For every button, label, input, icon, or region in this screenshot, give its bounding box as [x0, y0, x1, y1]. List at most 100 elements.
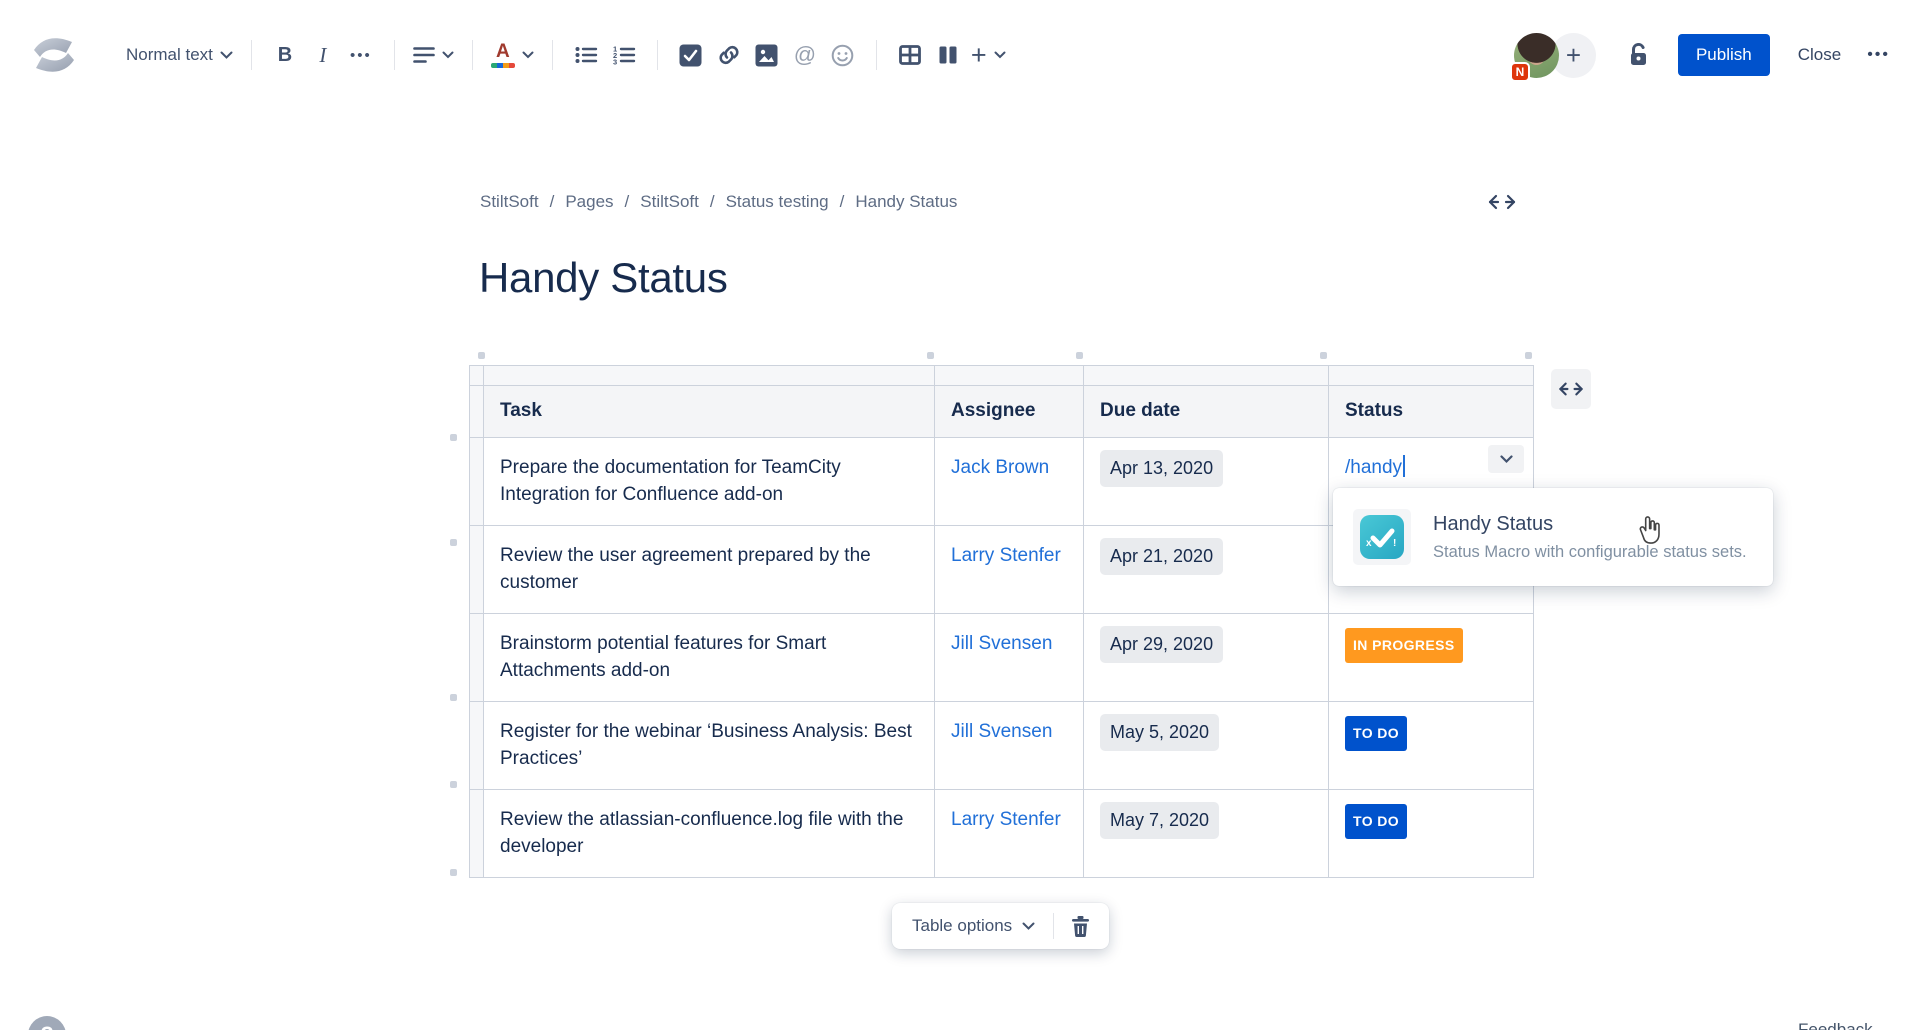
text-color-button[interactable]: A: [487, 35, 538, 75]
row-handle[interactable]: [450, 694, 457, 701]
confluence-logo-icon: [30, 32, 78, 78]
toolbar-divider: [875, 40, 877, 70]
date-pill[interactable]: Apr 21, 2020: [1100, 538, 1224, 575]
link-button[interactable]: [710, 35, 748, 75]
row-gutter[interactable]: [469, 385, 484, 438]
macro-subtitle: Status Macro with configurable status se…: [1433, 542, 1747, 561]
bold-button[interactable]: B: [266, 35, 304, 75]
chevron-down-icon: [994, 51, 1006, 59]
user-mention-link[interactable]: Jill Svensen: [951, 721, 1053, 742]
row-gutter[interactable]: [469, 613, 484, 702]
breadcrumb-item[interactable]: Status testing: [725, 192, 829, 211]
table-expand-button[interactable]: [1551, 369, 1591, 409]
insert-table-button[interactable]: [891, 35, 929, 75]
column-handle[interactable]: [1320, 352, 1327, 359]
more-formatting-button[interactable]: •••: [342, 35, 380, 75]
italic-button[interactable]: I: [304, 35, 342, 75]
row-gutter[interactable]: [469, 437, 484, 526]
column-handle[interactable]: [927, 352, 934, 359]
user-mention-link[interactable]: Jill Svensen: [951, 633, 1053, 654]
due-date-cell[interactable]: Apr 13, 2020: [1083, 437, 1329, 526]
column-handle[interactable]: [1525, 352, 1532, 359]
column-header-due-date[interactable]: Due date: [1083, 385, 1329, 438]
svg-text:x: x: [1366, 538, 1372, 549]
table-corner-cell[interactable]: [469, 365, 484, 386]
assignee-cell[interactable]: Jill Svensen: [934, 613, 1084, 702]
user-mention-link[interactable]: Larry Stenfer: [951, 545, 1061, 566]
insert-more-button[interactable]: +: [967, 35, 1010, 75]
text-style-dropdown[interactable]: Normal text: [122, 35, 237, 75]
task-cell[interactable]: Brainstorm potential features for Smart …: [483, 613, 935, 702]
chevron-down-icon: [442, 51, 454, 59]
date-pill[interactable]: Apr 29, 2020: [1100, 626, 1224, 663]
macro-title: Handy Status: [1433, 512, 1554, 535]
alignment-button[interactable]: [409, 35, 458, 75]
cell-options-button[interactable]: [1488, 445, 1524, 473]
column-handle[interactable]: [478, 352, 485, 359]
column-header-status[interactable]: Status: [1328, 385, 1534, 438]
row-gutter[interactable]: [469, 789, 484, 878]
assignee-cell[interactable]: Larry Stenfer: [934, 525, 1084, 614]
due-date-cell[interactable]: May 5, 2020: [1083, 701, 1329, 790]
column-header-task[interactable]: Task: [483, 385, 935, 438]
user-mention-link[interactable]: Jack Brown: [951, 457, 1050, 478]
due-date-cell[interactable]: May 7, 2020: [1083, 789, 1329, 878]
help-button[interactable]: ?: [28, 1016, 66, 1030]
bullet-list-button[interactable]: [567, 35, 605, 75]
row-handle[interactable]: [450, 434, 457, 441]
status-badge[interactable]: IN PROGRESS: [1345, 628, 1463, 663]
breadcrumb-item[interactable]: StiltSoft: [480, 192, 539, 211]
close-button[interactable]: Close: [1797, 45, 1842, 64]
assignee-cell[interactable]: Jill Svensen: [934, 701, 1084, 790]
column-handle[interactable]: [1076, 352, 1083, 359]
feedback-link[interactable]: Feedback: [1798, 1020, 1873, 1030]
status-cell[interactable]: TO DO: [1328, 701, 1534, 790]
row-handle[interactable]: [450, 539, 457, 546]
due-date-cell[interactable]: Apr 29, 2020: [1083, 613, 1329, 702]
macro-suggestion-item[interactable]: x! Handy Status Status Macro with config…: [1333, 488, 1773, 586]
status-badge[interactable]: TO DO: [1345, 804, 1408, 839]
expand-width-button[interactable]: [1487, 190, 1521, 214]
unlocked-permissions-button[interactable]: [1626, 42, 1652, 69]
mention-button[interactable]: @: [786, 35, 824, 75]
task-cell[interactable]: Review the atlassian-confluence.log file…: [483, 789, 935, 878]
table-options-button[interactable]: Table options: [904, 916, 1043, 936]
layouts-button[interactable]: [929, 35, 967, 75]
row-handle[interactable]: [450, 781, 457, 788]
status-badge[interactable]: TO DO: [1345, 716, 1408, 751]
assignee-cell[interactable]: Larry Stenfer: [934, 789, 1084, 878]
column-insert-strip[interactable]: [469, 365, 1534, 386]
insert-image-button[interactable]: [748, 35, 786, 75]
task-cell[interactable]: Register for the webinar ‘Business Analy…: [483, 701, 935, 790]
breadcrumb-item[interactable]: Handy Status: [855, 192, 958, 211]
date-pill[interactable]: May 7, 2020: [1100, 802, 1220, 839]
assignee-cell[interactable]: Jack Brown: [934, 437, 1084, 526]
row-gutter[interactable]: [469, 701, 484, 790]
breadcrumb-item[interactable]: Pages: [565, 192, 614, 211]
date-pill[interactable]: May 5, 2020: [1100, 714, 1220, 751]
emoji-button[interactable]: [824, 35, 862, 75]
table-options-label: Table options: [912, 916, 1013, 935]
publish-button[interactable]: Publish: [1677, 34, 1770, 76]
task-list-button[interactable]: [672, 35, 710, 75]
row-handle[interactable]: [450, 869, 457, 876]
more-actions-button[interactable]: •••: [1867, 46, 1890, 63]
date-pill[interactable]: Apr 13, 2020: [1100, 450, 1224, 487]
due-date-cell[interactable]: Apr 21, 2020: [1083, 525, 1329, 614]
page-title[interactable]: Handy Status: [479, 254, 728, 301]
delete-table-button[interactable]: [1064, 915, 1097, 937]
table-row: Brainstorm potential features for Smart …: [469, 613, 1534, 702]
task-cell[interactable]: Prepare the documentation for TeamCity I…: [483, 437, 935, 526]
user-mention-link[interactable]: Larry Stenfer: [951, 809, 1061, 830]
breadcrumb-item[interactable]: StiltSoft: [640, 192, 699, 211]
column-header-assignee[interactable]: Assignee: [934, 385, 1084, 438]
avatar[interactable]: N: [1509, 32, 1559, 82]
task-cell[interactable]: Review the user agreement prepared by th…: [483, 525, 935, 614]
status-cell[interactable]: IN PROGRESS: [1328, 613, 1534, 702]
table-row: Register for the webinar ‘Business Analy…: [469, 701, 1534, 790]
bold-glyph: B: [277, 43, 293, 66]
row-gutter[interactable]: [469, 525, 484, 614]
status-cell[interactable]: TO DO: [1328, 789, 1534, 878]
arrows-expand-icon: [1557, 381, 1585, 397]
